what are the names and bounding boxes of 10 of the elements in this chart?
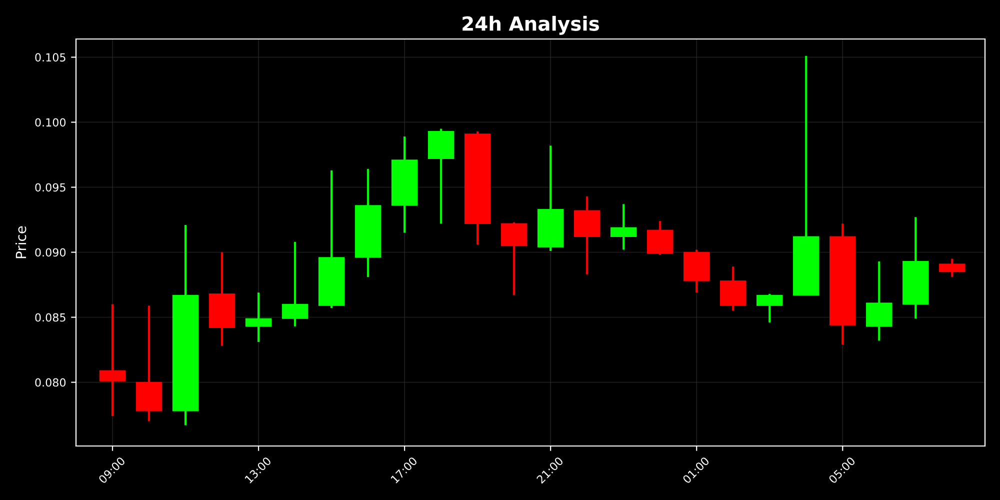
y-tick-label: 0.080 xyxy=(35,378,66,387)
y-axis-title: Price xyxy=(15,226,26,258)
y-tick-label: 0.085 xyxy=(35,313,66,322)
candlestick xyxy=(99,303,126,418)
y-tick-label: 0.090 xyxy=(35,248,66,257)
y-tick-label: 0.105 xyxy=(35,53,66,62)
chart-title: 24h Analysis xyxy=(462,16,599,35)
y-tick-label: 0.100 xyxy=(35,118,66,127)
candlestick xyxy=(245,292,272,344)
y-tick-label: 0.095 xyxy=(35,183,66,192)
